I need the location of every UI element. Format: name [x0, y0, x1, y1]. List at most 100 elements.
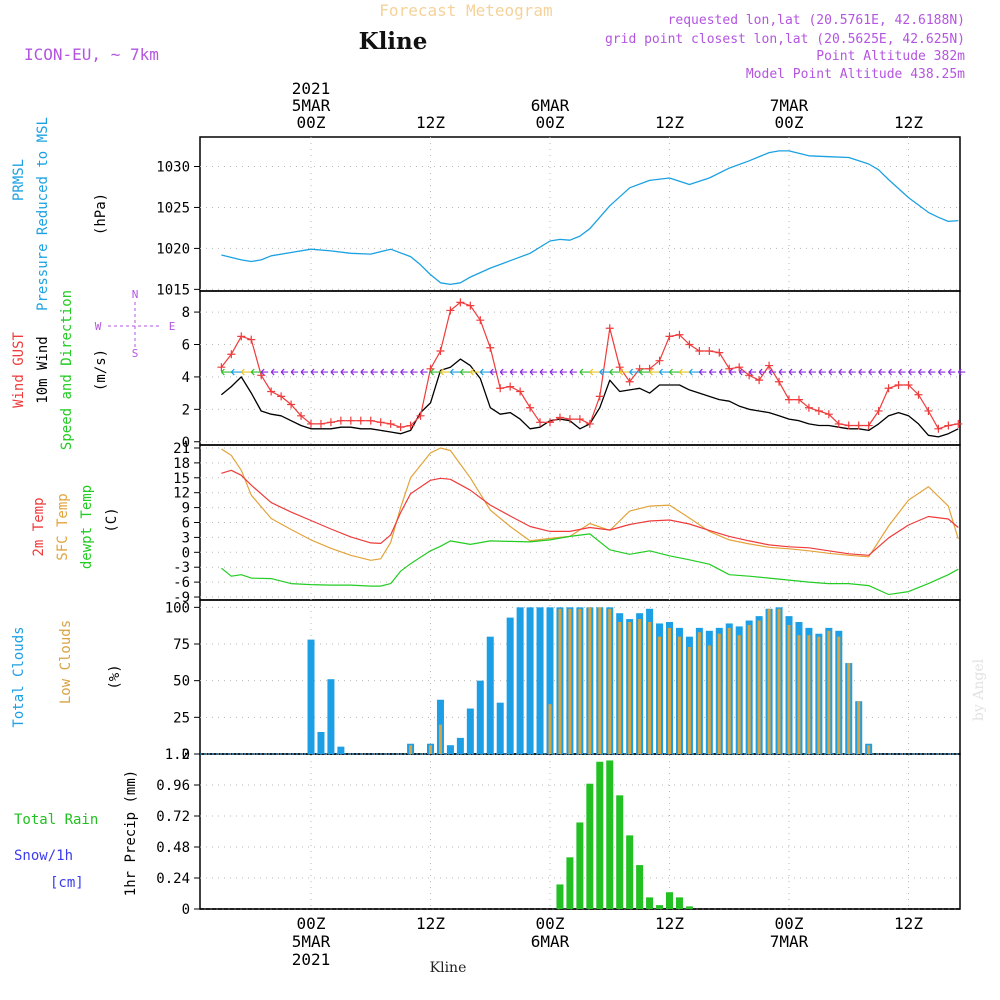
wind-direction-arrow — [280, 368, 289, 376]
wind-gust-marker — [794, 395, 803, 404]
top-time-label: 00Z — [536, 113, 565, 132]
total-clouds-bar — [506, 617, 514, 754]
clouds-ytick-label: 75 — [173, 637, 190, 653]
wind-gust-marker — [814, 406, 823, 415]
low-clouds-bar — [747, 624, 751, 754]
sfc-temp-line — [221, 447, 959, 561]
wind-direction-arrow — [320, 368, 328, 376]
wind-gust-marker — [297, 411, 306, 420]
temp-ytick-label: 21 — [173, 441, 190, 457]
wind-direction-arrow — [888, 368, 896, 376]
wind-gust-marker — [715, 348, 724, 357]
low-clouds-bar — [807, 635, 811, 754]
wind-direction-arrow — [230, 368, 243, 376]
wind-gust-marker — [585, 419, 594, 428]
wind-direction-arrow — [878, 368, 886, 376]
rain-bar — [556, 884, 564, 909]
model-name: ICON-EU, ~ 7km — [24, 45, 159, 64]
wind-direction-arrow — [738, 368, 747, 376]
low-clouds-bar — [737, 635, 741, 754]
temp-ytick-label: 18 — [173, 456, 190, 472]
total-clouds-bar — [337, 746, 345, 754]
bottom-time-label: 2021 — [292, 950, 331, 969]
wind-gust-marker — [705, 346, 714, 355]
wind-gust-marker — [506, 382, 515, 391]
wind-direction-arrow — [649, 368, 661, 376]
low-clouds-bar — [857, 701, 861, 754]
wind-direction-arrow — [728, 368, 737, 376]
bottom-time-label: 12Z — [655, 914, 684, 933]
wind-direction-arrow — [758, 368, 767, 376]
rain-bar — [675, 897, 683, 909]
wind-gust-marker — [655, 356, 664, 365]
pressure-ytick-label: 1015 — [156, 282, 190, 298]
wind-gust-marker — [436, 346, 445, 355]
wind-gust-marker — [247, 335, 256, 344]
wind-gust-marker — [526, 403, 535, 412]
wind-ytick-label: 8 — [182, 305, 190, 321]
pressure-label-2: Pressure Reduced to MSL — [35, 117, 51, 311]
low-clouds-bar — [867, 745, 871, 754]
compass-rose: N W E S — [95, 288, 176, 360]
wind-gust-marker — [336, 416, 345, 425]
low-clouds-bar — [727, 627, 731, 754]
temp-ytick-label: -9 — [173, 590, 190, 606]
compass-east: E — [169, 320, 176, 333]
wind-direction-arrow — [509, 368, 518, 376]
low-clouds-bar — [797, 635, 801, 754]
wind-gust-marker — [904, 381, 913, 390]
wind-direction-arrows — [220, 368, 966, 376]
clouds-ytick-label: 50 — [173, 674, 190, 690]
low-clouds-bar — [438, 724, 442, 754]
wind-direction-arrow — [629, 368, 641, 376]
wind-gust-marker — [944, 421, 953, 430]
wind-gust-marker — [376, 418, 385, 427]
wind-gust-marker — [565, 415, 574, 424]
top-time-label: 5MAR — [292, 96, 331, 115]
wind-gust-marker — [775, 377, 784, 386]
wind-gust-marker — [685, 340, 694, 349]
pressure-unit: (hPa) — [93, 193, 109, 235]
low-clouds-bar — [717, 633, 721, 754]
wind-gust-marker — [267, 387, 276, 396]
pressure-ytick-label: 1030 — [156, 159, 190, 175]
low-clouds-bar — [628, 622, 632, 754]
wind-direction-arrow — [220, 368, 233, 376]
wind-gust-marker — [665, 332, 674, 341]
wind-direction-arrow — [569, 368, 577, 376]
temp-ytick-label: 6 — [182, 516, 190, 532]
low-clouds-bar — [618, 622, 622, 754]
rain-bar — [566, 857, 574, 909]
wind-direction-arrow — [639, 368, 651, 376]
wind-gust-marker — [884, 384, 893, 393]
wind-gust-marker — [366, 416, 375, 425]
precip-ytick-label: 0.72 — [156, 809, 190, 825]
wind-direction-arrow — [310, 368, 318, 376]
wind-direction-arrow — [290, 368, 299, 376]
wind-ytick-label: 6 — [182, 337, 190, 353]
wind-direction-arrow — [818, 368, 826, 376]
low-clouds-bar — [608, 608, 612, 754]
wind-direction-arrow — [350, 368, 358, 376]
wind-gust-marker — [595, 392, 604, 401]
wind-gust-marker — [416, 411, 425, 420]
total-clouds-bar — [446, 745, 454, 754]
wind-direction-arrow — [708, 368, 717, 376]
wind-gust-marker — [516, 387, 525, 396]
wind-direction-arrow — [250, 368, 263, 376]
low-clouds-bar — [787, 624, 791, 754]
wind-direction-arrow — [240, 368, 253, 376]
wind-gust-marker — [894, 381, 903, 390]
total-clouds-label: Total Clouds — [11, 626, 27, 727]
wind-direction-arrow — [828, 368, 836, 376]
temp-ytick-label: 9 — [182, 501, 190, 517]
rain-bar — [596, 761, 604, 909]
clouds-ytick-label: 100 — [165, 600, 190, 616]
rain-bar — [666, 892, 673, 909]
gust-label: Wind GUST — [11, 332, 27, 408]
rain-bar — [636, 865, 644, 909]
rain-bar — [626, 835, 634, 909]
low-clouds-bar — [409, 745, 413, 754]
top-time-label: 12Z — [416, 113, 445, 132]
